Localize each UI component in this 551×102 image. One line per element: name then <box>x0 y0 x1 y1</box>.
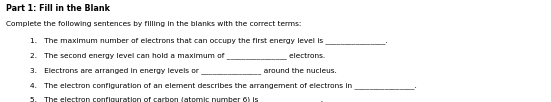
Text: Part 1: Fill in the Blank: Part 1: Fill in the Blank <box>6 4 110 13</box>
Text: 2.   The second energy level can hold a maximum of ________________ electrons.: 2. The second energy level can hold a ma… <box>30 52 325 59</box>
Text: 3.   Electrons are arranged in energy levels or ________________ around the nucl: 3. Electrons are arranged in energy leve… <box>30 67 337 74</box>
Text: Complete the following sentences by filling in the blanks with the correct terms: Complete the following sentences by fill… <box>6 21 301 27</box>
Text: 4.   The electron configuration of an element describes the arrangement of elect: 4. The electron configuration of an elem… <box>30 82 417 89</box>
Text: 5.   The electron configuration of carbon (atomic number 6) is ________________.: 5. The electron configuration of carbon … <box>30 97 323 102</box>
Text: 1.   The maximum number of electrons that can occupy the first energy level is _: 1. The maximum number of electrons that … <box>30 38 388 44</box>
